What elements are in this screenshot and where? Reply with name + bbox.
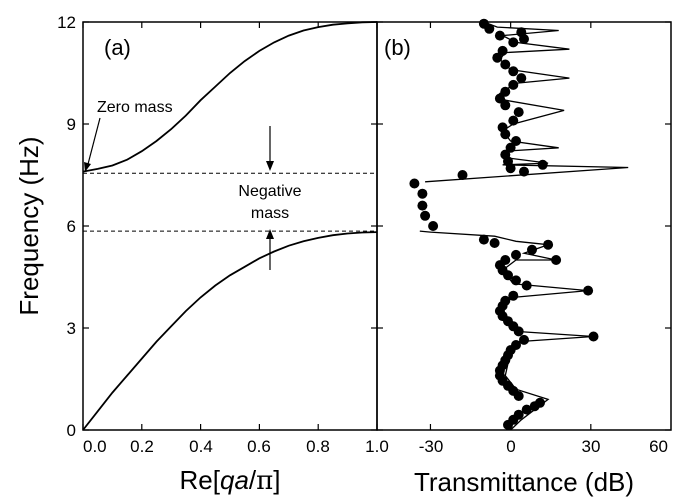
data-point-26 [508, 290, 519, 301]
data-point-71 [478, 18, 489, 29]
panel-label-b: (b) [384, 35, 411, 60]
data-point-36 [527, 244, 537, 255]
data-point-64 [492, 52, 503, 63]
data-point-2 [513, 409, 524, 420]
data-point-16 [511, 340, 521, 350]
xb-tick-label-3: 60 [649, 437, 668, 456]
y-tick-label-3: 3 [67, 319, 76, 338]
data-point-57 [500, 100, 511, 111]
xa-tick-label-5: 1.0 [365, 437, 389, 456]
panel-b-frame [376, 21, 672, 431]
data-point-33 [500, 255, 511, 265]
data-point-42 [417, 200, 428, 211]
arrowhead-up [266, 229, 274, 239]
data-point-34 [511, 249, 521, 260]
data-point-68 [516, 27, 527, 38]
annotation-negative: Negative [238, 183, 301, 200]
data-point-28 [521, 280, 532, 291]
x-axis-title-b: Transmittance (dB) [414, 467, 634, 497]
data-point-52 [511, 136, 521, 146]
data-point-58 [494, 93, 505, 104]
annotation-zero-mass: Zero mass [97, 99, 173, 116]
data-point-46 [519, 166, 529, 177]
data-point-62 [508, 66, 519, 77]
x-axis-title-a-pi: π [256, 466, 273, 496]
arrow-zero-mass [86, 117, 101, 169]
data-point-66 [508, 37, 519, 48]
data-point-17 [519, 334, 529, 345]
data-point-51 [505, 142, 516, 153]
dispersion-curve-1 [82, 21, 378, 173]
data-point-65 [497, 45, 508, 56]
xa-tick-label-3: 0.6 [247, 437, 271, 456]
data-point-55 [508, 115, 519, 126]
x-axis-title-a-suffix: ] [273, 465, 280, 495]
data-point-63 [500, 59, 511, 70]
y-axis-title: Frequency (Hz) [14, 136, 44, 315]
data-point-39 [478, 234, 489, 245]
x-axis-title-a: Re[qa/π] [180, 465, 281, 496]
data-point-40 [409, 178, 420, 189]
data-point-25 [500, 295, 511, 306]
data-point-35 [551, 255, 562, 265]
data-point-38 [489, 238, 500, 248]
y-tick-label-6: 6 [67, 217, 76, 236]
data-point-27 [583, 285, 594, 296]
data-point-3 [521, 404, 532, 415]
arrowhead-down [266, 161, 274, 171]
xa-tick-label-0: 0.0 [83, 437, 107, 456]
data-point-5 [535, 397, 545, 408]
annotation-mass: mass [251, 205, 289, 222]
x-axis-title-a-italic: qa [220, 465, 249, 495]
dispersion-curve-0 [82, 231, 378, 431]
x-axis-title-a-slash: / [249, 465, 257, 495]
xb-tick-label-1: 0 [506, 437, 515, 456]
y-tick-label-12: 12 [57, 13, 76, 32]
xa-tick-label-2: 0.4 [189, 437, 213, 456]
data-point-50 [500, 149, 511, 160]
data-point-43 [420, 210, 431, 221]
y-tick-label-0: 0 [67, 421, 76, 440]
xa-tick-label-4: 0.8 [306, 437, 330, 456]
data-point-54 [497, 122, 508, 133]
panel-b-ticks [429, 21, 671, 431]
data-point-37 [543, 239, 554, 250]
data-point-69 [494, 30, 505, 41]
x-axis-title-a-prefix: Re[ [180, 465, 221, 495]
arrowhead-zero-mass [84, 162, 91, 172]
data-point-59 [500, 86, 511, 97]
transmittance-line-1 [425, 21, 629, 183]
data-point-18 [588, 331, 599, 342]
panel-label-a: (a) [104, 35, 131, 60]
data-point-48 [537, 159, 548, 170]
data-point-60 [508, 79, 519, 90]
y-tick-label-9: 9 [67, 115, 76, 134]
data-point-61 [516, 73, 527, 84]
chart-marks [82, 18, 629, 431]
panel-a-frame [82, 21, 378, 431]
panel-a-ticks [82, 21, 383, 431]
xb-tick-label-0: -30 [419, 437, 444, 456]
data-point-56 [513, 107, 524, 118]
xa-tick-label-1: 0.2 [130, 437, 154, 456]
data-point-44 [428, 221, 439, 231]
data-point-45 [457, 170, 468, 180]
data-point-41 [417, 188, 428, 199]
xb-tick-label-2: 30 [582, 437, 601, 456]
data-point-29 [511, 275, 521, 286]
